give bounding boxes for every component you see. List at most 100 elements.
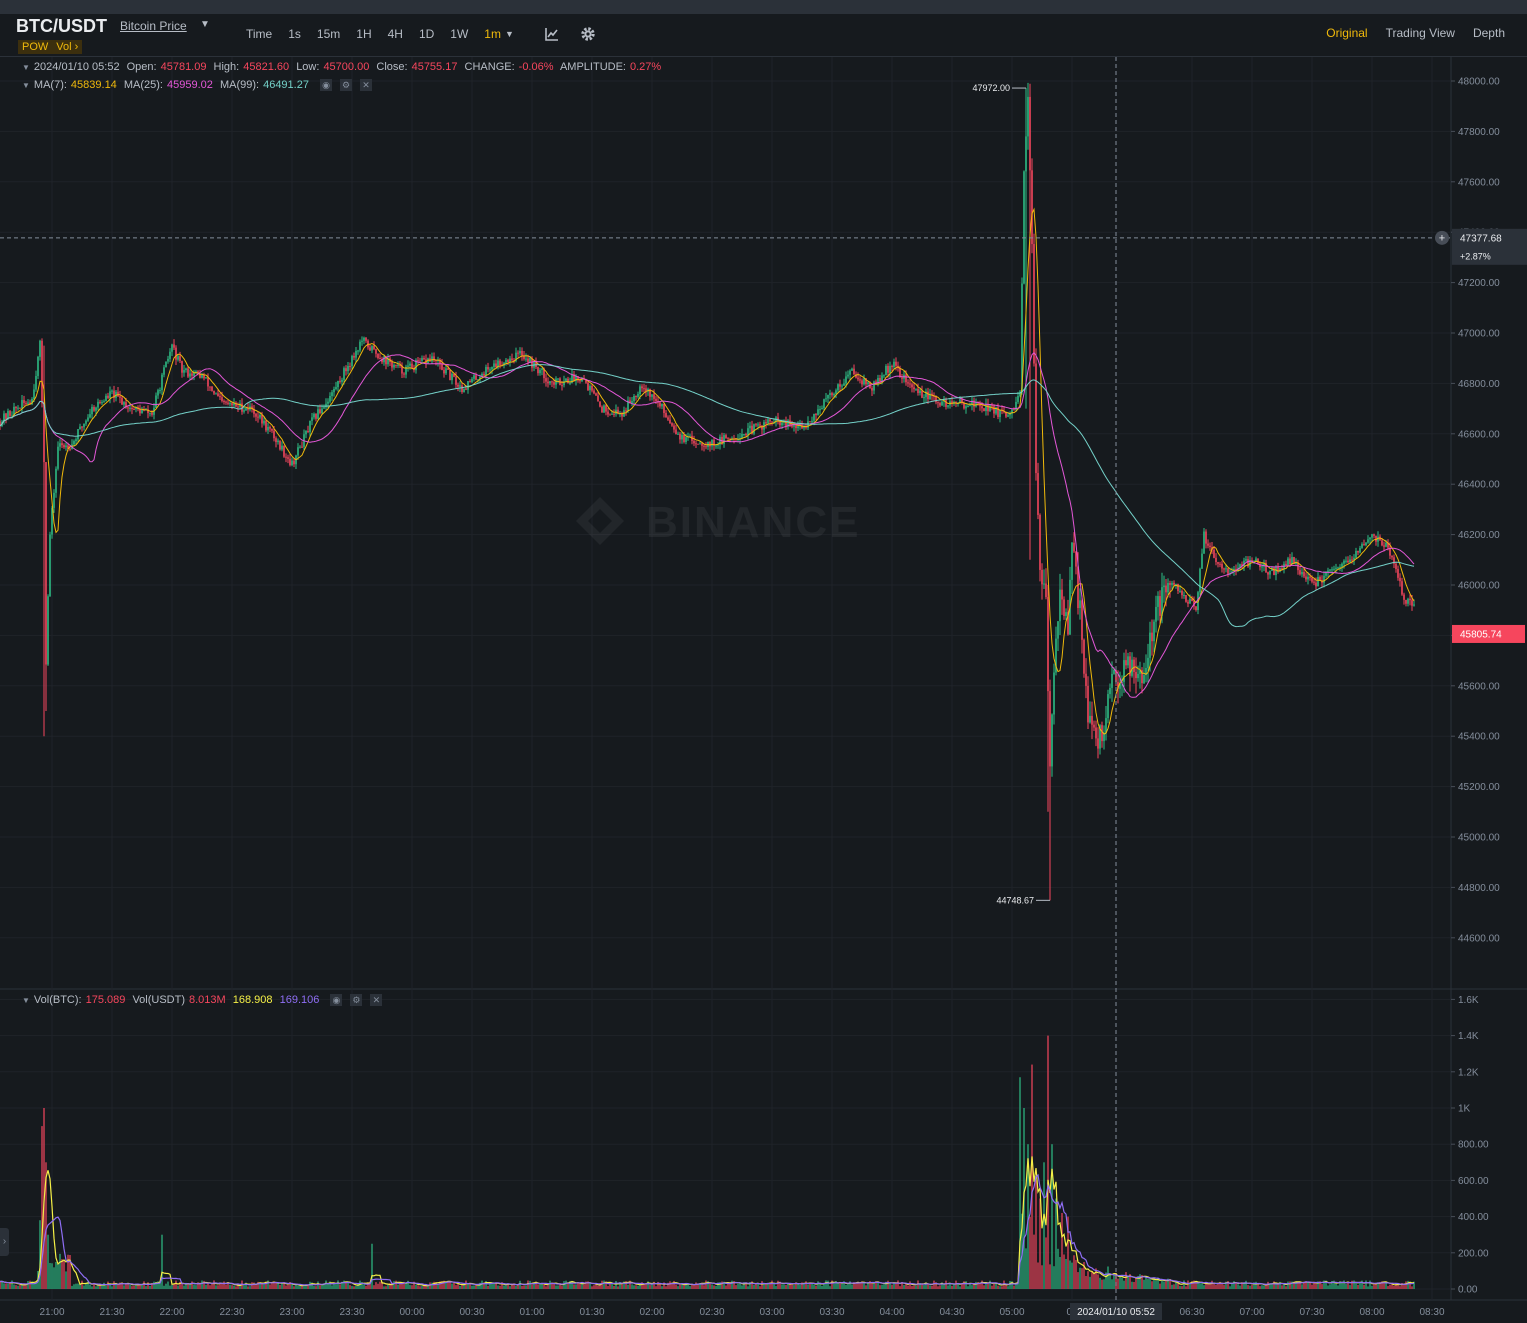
candle-body bbox=[1033, 244, 1035, 364]
tag-vol[interactable]: Vol › bbox=[52, 40, 83, 54]
volume-bar bbox=[1099, 1277, 1101, 1289]
collapse-icon[interactable]: ▼ bbox=[22, 996, 30, 1005]
candle-body bbox=[923, 397, 925, 399]
top-strip bbox=[0, 0, 1527, 14]
volume-bar bbox=[1273, 1281, 1275, 1289]
candle-body bbox=[97, 401, 99, 408]
close-icon[interactable]: ✕ bbox=[370, 994, 383, 1007]
candle-body bbox=[1061, 589, 1063, 600]
candle-body bbox=[867, 382, 869, 385]
interval-1h[interactable]: 1H bbox=[356, 27, 372, 41]
volume-bar bbox=[747, 1286, 749, 1289]
collapse-icon[interactable]: ▼ bbox=[22, 63, 30, 72]
candle-body bbox=[499, 360, 501, 366]
candle-body bbox=[1005, 411, 1007, 417]
volume-bar bbox=[511, 1283, 513, 1289]
collapse-icon[interactable]: ▼ bbox=[22, 81, 30, 90]
volume-bar bbox=[555, 1285, 557, 1289]
candle-body bbox=[205, 377, 207, 379]
volume-bar bbox=[447, 1281, 449, 1289]
volume-bar bbox=[807, 1284, 809, 1289]
candle-body bbox=[1281, 568, 1283, 570]
candle-body bbox=[87, 417, 89, 421]
volume-bar bbox=[385, 1286, 387, 1289]
volume-bar bbox=[165, 1283, 167, 1289]
view-original[interactable]: Original bbox=[1326, 26, 1368, 40]
candle-body bbox=[1287, 558, 1289, 566]
interval-time[interactable]: Time bbox=[246, 27, 273, 41]
tag-pow[interactable]: POW bbox=[18, 40, 53, 54]
candle-body bbox=[827, 394, 829, 399]
legend-close-label: Close: bbox=[376, 61, 408, 73]
volume-bar bbox=[625, 1281, 627, 1289]
volume-bar bbox=[817, 1281, 819, 1289]
candle-body bbox=[527, 358, 529, 363]
candle-body bbox=[1199, 568, 1201, 593]
candle-body bbox=[873, 381, 875, 391]
volume-bar bbox=[799, 1284, 801, 1289]
volume-bar bbox=[1091, 1271, 1093, 1289]
interval-15m[interactable]: 15m bbox=[316, 27, 341, 41]
candle-body bbox=[333, 388, 335, 393]
settings-icon[interactable] bbox=[580, 26, 596, 42]
gear-icon[interactable]: ⚙ bbox=[350, 994, 363, 1007]
candle-body bbox=[915, 388, 917, 390]
volume-bar bbox=[423, 1285, 425, 1289]
volume-bar bbox=[1341, 1281, 1343, 1289]
candle-body bbox=[677, 433, 679, 435]
volume-bar bbox=[39, 1220, 41, 1289]
interval-chevron-down-icon[interactable]: ▼ bbox=[504, 29, 514, 39]
volume-bar bbox=[1213, 1283, 1215, 1289]
volume-bar bbox=[1267, 1281, 1269, 1289]
chevron-down-icon[interactable]: ▼ bbox=[200, 19, 210, 30]
volume-bar bbox=[1327, 1285, 1329, 1289]
volume-bar bbox=[553, 1283, 555, 1289]
y-tick-label: 45000.00 bbox=[1458, 833, 1500, 844]
volume-bar bbox=[89, 1284, 91, 1289]
candle-body bbox=[857, 377, 859, 380]
volume-bar bbox=[491, 1282, 493, 1289]
gear-icon[interactable]: ⚙ bbox=[340, 79, 353, 92]
crosshair-time-box bbox=[1070, 1303, 1162, 1320]
candle-body bbox=[1381, 540, 1383, 546]
candle-body bbox=[1155, 606, 1157, 622]
volume-bar bbox=[405, 1282, 407, 1289]
volume-bar bbox=[1033, 1234, 1035, 1289]
volume-bar bbox=[1281, 1285, 1283, 1289]
volume-bar bbox=[1357, 1284, 1359, 1289]
view-trading-view[interactable]: Trading View bbox=[1385, 26, 1455, 40]
view-depth[interactable]: Depth bbox=[1472, 26, 1505, 40]
volume-bar bbox=[9, 1282, 11, 1289]
volume-bar bbox=[1301, 1284, 1303, 1289]
price-link[interactable]: Bitcoin Price bbox=[120, 19, 187, 33]
candle-body bbox=[495, 363, 497, 368]
eye-icon[interactable]: ◉ bbox=[330, 994, 343, 1007]
candle-body bbox=[377, 353, 379, 359]
close-icon[interactable]: ✕ bbox=[360, 79, 373, 92]
x-tick-label: 21:30 bbox=[99, 1307, 124, 1318]
eye-icon[interactable]: ◉ bbox=[320, 79, 333, 92]
interval-1w[interactable]: 1W bbox=[450, 27, 469, 41]
indicator-icon[interactable] bbox=[544, 26, 560, 42]
volume-bar bbox=[533, 1283, 535, 1289]
volume-bar bbox=[97, 1285, 99, 1289]
volume-bar bbox=[85, 1282, 87, 1289]
candle-body bbox=[381, 358, 383, 363]
candle-body bbox=[1037, 473, 1039, 515]
interval-1s[interactable]: 1s bbox=[288, 27, 301, 41]
interval-1d[interactable]: 1D bbox=[418, 27, 435, 41]
expand-sidebar-icon[interactable]: › bbox=[0, 1228, 9, 1256]
candle-body bbox=[517, 352, 519, 354]
candle-body bbox=[659, 402, 661, 407]
volume-bar bbox=[479, 1282, 481, 1289]
candle-body bbox=[5, 413, 7, 419]
candle-body bbox=[645, 388, 647, 392]
volume-bar bbox=[1249, 1285, 1251, 1289]
interval-1m[interactable]: 1m bbox=[484, 27, 501, 41]
volume-bar bbox=[105, 1285, 107, 1289]
candle-body bbox=[541, 368, 543, 370]
interval-4h[interactable]: 4H bbox=[387, 27, 403, 41]
candle-body bbox=[441, 364, 443, 370]
volume-bar bbox=[991, 1285, 993, 1289]
